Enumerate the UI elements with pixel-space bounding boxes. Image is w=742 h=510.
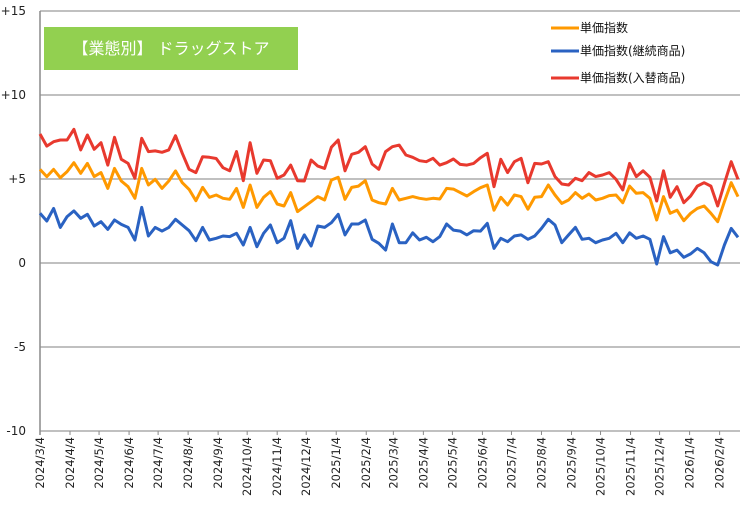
x-tick-label: 2025/7/4	[504, 437, 518, 489]
y-tick-label: -10	[6, 424, 26, 438]
x-axis: 2024/3/4 2024/4/4 2024/5/4 2024/6/4 2024/7/4…	[33, 431, 727, 496]
x-tick-label: 2024/10/4	[240, 437, 254, 496]
x-tick-label: 2024/8/4	[181, 437, 195, 489]
legend-label: 単価指数(入替商品)	[580, 70, 685, 85]
legend-item: 単価指数	[551, 20, 628, 35]
x-tick-label: 2024/5/4	[92, 437, 106, 489]
x-tick-label: 2024/6/4	[122, 437, 136, 489]
y-tick-label: 0	[18, 256, 26, 270]
series-lines	[38, 127, 740, 267]
x-tick-label: 2024/7/4	[151, 437, 165, 489]
legend-item: 単価指数(継続商品)	[551, 43, 685, 58]
x-tick-label: 2025/1/4	[329, 437, 343, 489]
x-tick-label: 2025/3/4	[386, 437, 400, 489]
title-text: 【業態別】 ドラッグストア	[72, 39, 269, 58]
x-tick-label: 2024/12/4	[299, 437, 313, 496]
x-tick-label: 2025/5/4	[445, 437, 459, 489]
x-tick-label: 2026/2/4	[713, 437, 727, 489]
x-tick-label: 2024/9/4	[211, 437, 225, 489]
x-tick-label: 2025/12/4	[653, 437, 667, 496]
series-line-1	[38, 205, 740, 267]
series-line-0	[38, 161, 740, 224]
x-tick-label: 2025/2/4	[359, 437, 373, 489]
legend-label: 単価指数(継続商品)	[580, 43, 685, 58]
x-tick-label: 2025/11/4	[624, 437, 638, 496]
x-tick-label: 2024/11/4	[270, 437, 284, 496]
x-tick-label: 2025/10/4	[594, 437, 608, 496]
title-box	[44, 27, 298, 70]
x-tick-label: 2024/3/4	[33, 437, 47, 489]
y-axis: +15 +10 +5 0 -5 -10	[1, 4, 41, 438]
x-tick-label: 2025/6/4	[475, 437, 489, 489]
x-tick-label: 2025/8/4	[534, 437, 548, 489]
x-tick-label: 2024/4/4	[63, 437, 77, 489]
y-tick-label: +15	[1, 4, 26, 18]
y-tick-label: +5	[8, 172, 26, 186]
chart-title: 【業態別】 ドラッグストア	[44, 27, 298, 70]
y-tick-label: +10	[1, 88, 26, 102]
legend-item: 単価指数(入替商品)	[551, 70, 685, 85]
x-tick-label: 2026/1/4	[683, 437, 697, 489]
x-tick-label: 2025/9/4	[564, 437, 578, 489]
legend-label: 単価指数	[580, 20, 628, 35]
y-tick-label: -5	[14, 340, 26, 354]
series-line-2	[38, 127, 740, 208]
x-tick-label: 2025/4/4	[416, 437, 430, 489]
